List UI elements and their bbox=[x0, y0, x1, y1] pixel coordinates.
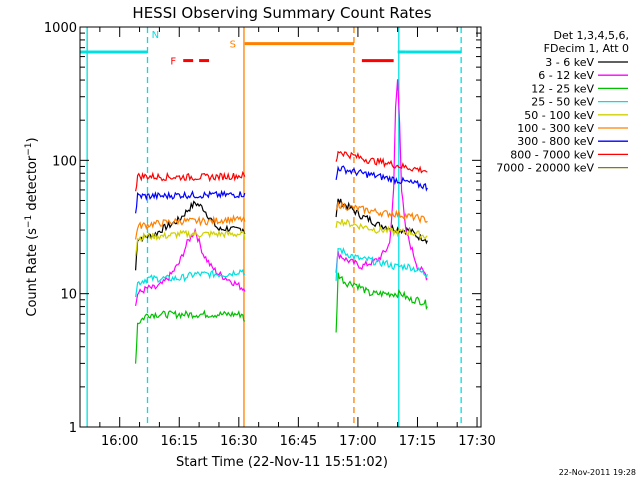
legend-entry-label: 3 - 6 keV bbox=[545, 56, 594, 69]
legend-entry-label: 7000 - 20000 keV bbox=[496, 162, 594, 175]
legend-header-line-2: FDecim 1, Att 0 bbox=[544, 42, 629, 55]
y-tick-label: 100 bbox=[52, 154, 77, 169]
legend: Det 1,3,4,5,6, FDecim 1, Att 0 3 - 6 keV… bbox=[496, 29, 629, 175]
y-axis: 1 10 100 1000 bbox=[44, 21, 481, 436]
legend-entry-label: 12 - 25 keV bbox=[531, 82, 594, 95]
legend-entry-label: 50 - 100 keV bbox=[524, 109, 594, 122]
series-line-3-6-kev bbox=[335, 198, 428, 245]
legend-entry-label: 800 - 7000 keV bbox=[510, 148, 594, 161]
series-line-6-12-kev bbox=[135, 227, 246, 307]
legend-entry-label: 25 - 50 keV bbox=[531, 96, 594, 109]
series-line-800-7000-kev bbox=[335, 150, 428, 174]
x-tick-label: 16:15 bbox=[161, 434, 198, 449]
legend-entry-label: 100 - 300 keV bbox=[517, 122, 594, 135]
x-tick-label: 16:30 bbox=[220, 434, 257, 449]
footer-date: 22-Nov-2011 19:28 bbox=[559, 468, 636, 477]
series-line-50-100-kev bbox=[135, 229, 246, 257]
series-line-300-800-kev bbox=[135, 189, 246, 214]
flag-label: S bbox=[230, 40, 236, 51]
y-axis-label: Count Rate (s−1 detector−1) bbox=[24, 137, 40, 316]
plot-frame bbox=[79, 26, 482, 428]
x-axis-label: Start Time (22-Nov-11 15:51:02) bbox=[176, 455, 388, 470]
x-tick-label: 16:00 bbox=[101, 434, 138, 449]
y-tick-label: 1 bbox=[69, 421, 77, 436]
series-line-25-50-kev bbox=[135, 268, 246, 298]
series-line-50-100-kev bbox=[335, 218, 428, 241]
series-line-6-12-kev bbox=[335, 79, 428, 281]
legend-header-line-1: Det 1,3,4,5,6, bbox=[553, 29, 629, 42]
series-line-25-50-kev bbox=[335, 247, 428, 281]
series-line-12-25-kev bbox=[135, 309, 246, 364]
y-tick-label: 10 bbox=[60, 288, 77, 303]
flag-label: F bbox=[170, 57, 176, 68]
series-line-100-300-kev bbox=[335, 201, 428, 224]
x-tick-label: 17:00 bbox=[339, 434, 376, 449]
chart-title: HESSI Observing Summary Count Rates bbox=[132, 4, 431, 22]
series-line-300-800-kev bbox=[335, 165, 428, 192]
x-tick-label: 17:15 bbox=[399, 434, 436, 449]
x-tick-label: 17:30 bbox=[458, 434, 495, 449]
legend-entry-label: 6 - 12 keV bbox=[538, 69, 594, 82]
flag-label: N bbox=[152, 30, 159, 41]
series-line-800-7000-kev bbox=[135, 170, 246, 192]
series-line-12-25-kev bbox=[335, 272, 428, 333]
series-line-100-300-kev bbox=[135, 214, 246, 240]
y-tick-label: 1000 bbox=[44, 21, 77, 36]
legend-entry-label: 300 - 800 keV bbox=[517, 135, 594, 148]
x-tick-label: 16:45 bbox=[280, 434, 317, 449]
x-axis: 16:00 16:15 16:30 16:45 17:00 17:15 17:30 bbox=[79, 27, 496, 449]
